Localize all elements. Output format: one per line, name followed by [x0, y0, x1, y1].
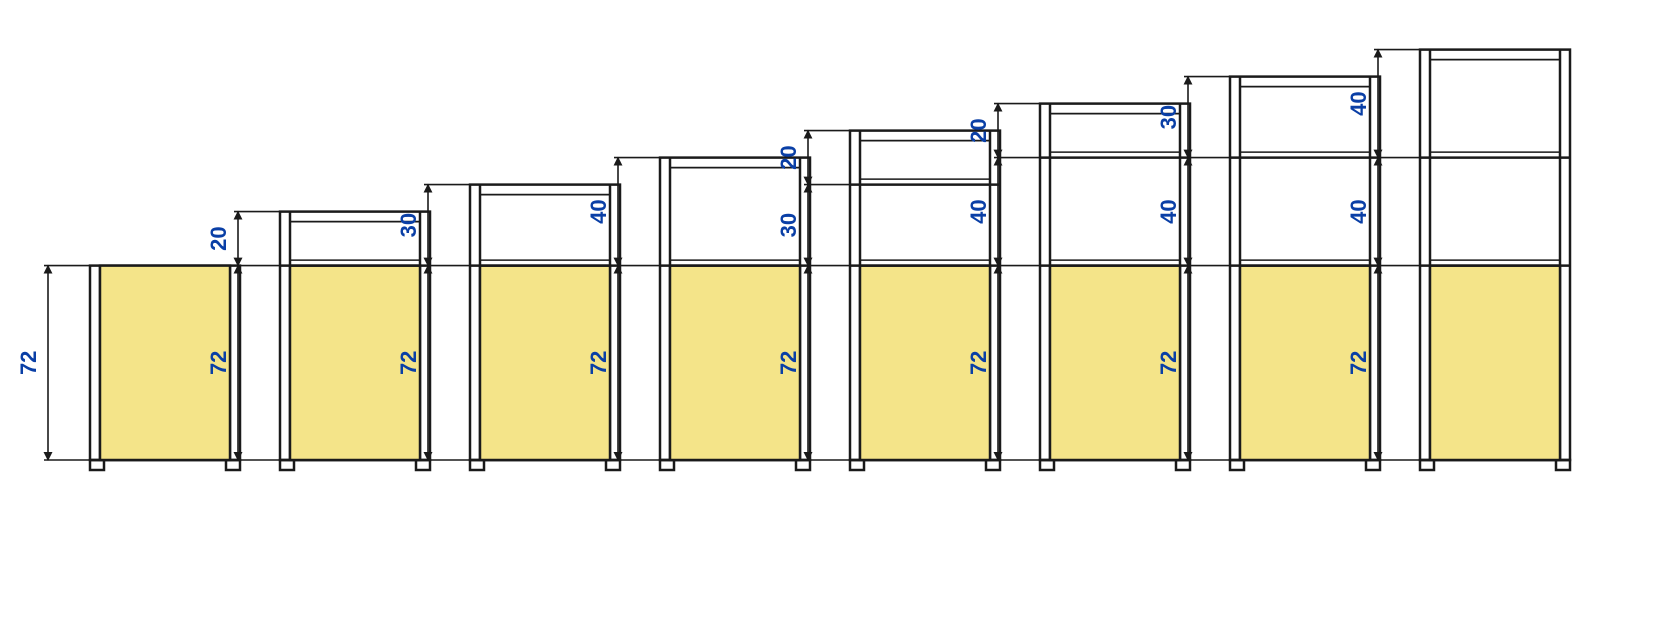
dimension-label: 30: [776, 213, 801, 237]
dimension-label: 40: [966, 199, 991, 223]
dimension-label: 72: [16, 351, 41, 375]
cabinet-door-panel: [1430, 266, 1560, 460]
dimension-label: 40: [1346, 199, 1371, 223]
dimension-label: 40: [586, 199, 611, 223]
dimension-label: 72: [206, 351, 231, 375]
dimension-label: 72: [396, 351, 421, 375]
dimension-label: 72: [776, 351, 801, 375]
dimension-label: 20: [966, 118, 991, 142]
dimension-label: 72: [1156, 351, 1181, 375]
dimension-label: 40: [1346, 91, 1371, 115]
dimension-label: 40: [1156, 199, 1181, 223]
dimension-label: 30: [1156, 105, 1181, 129]
dimension-label: 20: [206, 226, 231, 250]
dimension-label: 72: [586, 351, 611, 375]
dimension-label: 72: [966, 351, 991, 375]
dimension-label: 30: [396, 213, 421, 237]
dimension-label: 20: [776, 145, 801, 169]
cabinet-height-diagram: 72 72 20 72 30 72 40 72 30 20 72 40 20 72 40 30 72 40 40: [0, 0, 1680, 628]
dimension-label: 72: [1346, 351, 1371, 375]
